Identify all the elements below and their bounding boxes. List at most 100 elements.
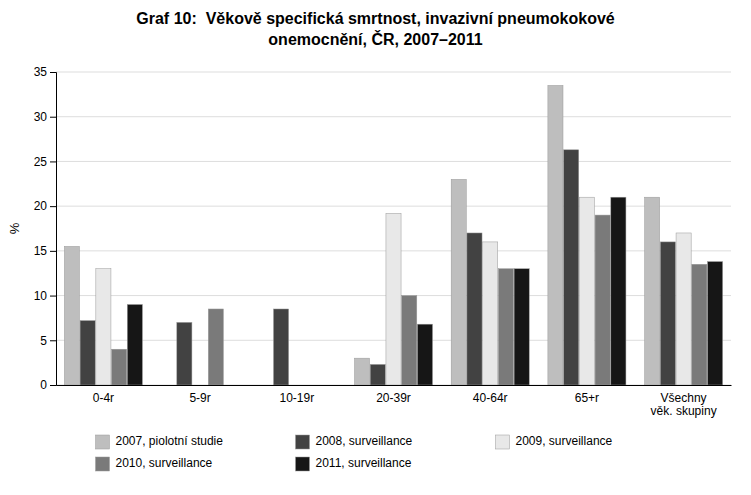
tick-label-line: 10-19r	[279, 391, 314, 405]
bar	[708, 262, 723, 385]
tick-label: 20	[34, 199, 48, 213]
tick: 20	[34, 199, 56, 213]
bars	[64, 85, 722, 385]
bar	[402, 296, 417, 385]
bar	[417, 324, 432, 385]
legend-label: 2009, surveillance	[516, 434, 613, 448]
tick-label: 0	[40, 378, 47, 392]
series	[80, 150, 675, 385]
tick: 40-64r	[473, 391, 508, 405]
legend-item: 2009, surveillance	[496, 434, 613, 449]
tick-label: 30	[34, 110, 48, 124]
tick-mark	[50, 72, 56, 73]
tick-label-line: 5-9r	[189, 391, 210, 405]
tick-label-line: 40-64r	[473, 391, 508, 405]
tick-label-line: 65+r	[575, 391, 599, 405]
legend-swatch	[96, 457, 110, 471]
bar	[208, 309, 223, 385]
grid-line	[56, 161, 731, 162]
bar	[354, 358, 369, 385]
tick-label: 35	[34, 65, 48, 79]
tick-label-line: 0-4r	[93, 391, 114, 405]
legend-label: 2008, surveillance	[316, 434, 413, 448]
title-line: onemocnění, ČR, 2007–2011	[268, 30, 482, 48]
x-axis: 0-4r 5-9r 10-19r 20-39r 40-64r 65+r Všechnyvěk…	[57, 386, 732, 419]
legend: 2007, piolotní studie 2008, surveillance 2…	[96, 434, 613, 471]
bar	[645, 197, 660, 385]
title: Graf 10: Věkově specifická smrtnost, inv…	[136, 10, 615, 48]
bar	[498, 269, 513, 385]
series	[64, 85, 659, 385]
bar	[386, 213, 401, 385]
bar	[467, 233, 482, 385]
grid-line	[56, 206, 731, 207]
legend-swatch	[96, 435, 110, 449]
tick: 65+r	[575, 391, 599, 405]
chart: Graf 10: Věkově specifická smrtnost, inv…	[0, 0, 751, 495]
tick-mark	[50, 251, 56, 252]
tick-label: 5-9r	[189, 391, 210, 405]
y-label: %	[7, 222, 22, 234]
tick-mark	[50, 296, 56, 297]
bar	[274, 309, 289, 385]
tick: Všechnyvěk. skupiny	[651, 391, 717, 419]
bar	[692, 264, 707, 385]
tick-label-line: Všechny	[661, 391, 707, 405]
bar	[451, 179, 466, 385]
tick-label: 25	[34, 155, 48, 169]
bar	[177, 322, 192, 385]
bar	[611, 197, 626, 385]
legend-item: 2008, surveillance	[296, 434, 413, 449]
tick: 20-39r	[376, 391, 411, 405]
legend-item: 2010, surveillance	[96, 456, 213, 471]
tick-mark	[50, 206, 56, 207]
bar	[548, 85, 563, 385]
tick: 10-19r	[279, 391, 314, 405]
legend-label: 2010, surveillance	[116, 456, 213, 470]
tick-label: 65+r	[575, 391, 599, 405]
tick-mark	[50, 161, 56, 162]
bar	[127, 305, 142, 385]
tick-mark	[50, 340, 56, 341]
legend-item: 2007, piolotní studie	[96, 434, 224, 449]
bar	[514, 269, 529, 385]
tick-label: Všechnyvěk. skupiny	[651, 391, 717, 419]
tick-label: 10-19r	[279, 391, 314, 405]
tick-label: 20-39r	[376, 391, 411, 405]
grid-line	[56, 116, 731, 117]
axis-line	[50, 73, 57, 386]
y-axis: 0 5 10 15 20 25 30 35	[34, 65, 57, 392]
bar	[112, 349, 127, 385]
title-line: Graf 10: Věkově specifická smrtnost, inv…	[136, 10, 615, 27]
tick: 0-4r	[93, 391, 114, 405]
tick: 25	[34, 155, 56, 169]
tick-mark	[50, 117, 56, 118]
bar	[564, 150, 579, 385]
bar	[579, 197, 594, 385]
bar	[96, 269, 111, 385]
bar	[370, 364, 385, 385]
grid	[56, 72, 731, 385]
legend-label: 2011, surveillance	[316, 456, 412, 470]
tick: 5	[40, 334, 56, 348]
tick-label: 40-64r	[473, 391, 508, 405]
tick: 30	[34, 110, 56, 124]
tick-label-line: 20-39r	[376, 391, 411, 405]
tick-label: 15	[34, 244, 48, 258]
series	[96, 197, 691, 385]
legend-label: 2007, piolotní studie	[116, 434, 224, 448]
tick-mark	[50, 385, 56, 386]
tick: 0	[40, 378, 56, 392]
plot: 0 5 10 15 20 25 30 35 0-4r 5-9r 10-19r 20-39r 40-64r…	[34, 65, 732, 418]
tick: 35	[34, 65, 56, 79]
bar	[64, 246, 79, 385]
bar	[595, 215, 610, 385]
tick-label-line: věk. skupiny	[651, 404, 717, 418]
tick: 10	[34, 289, 56, 303]
tick-label: 0-4r	[93, 391, 114, 405]
tick: 15	[34, 244, 56, 258]
tick-label: 10	[34, 289, 48, 303]
bar	[676, 233, 691, 385]
legend-swatch	[296, 435, 310, 449]
tick: 5-9r	[189, 391, 210, 405]
